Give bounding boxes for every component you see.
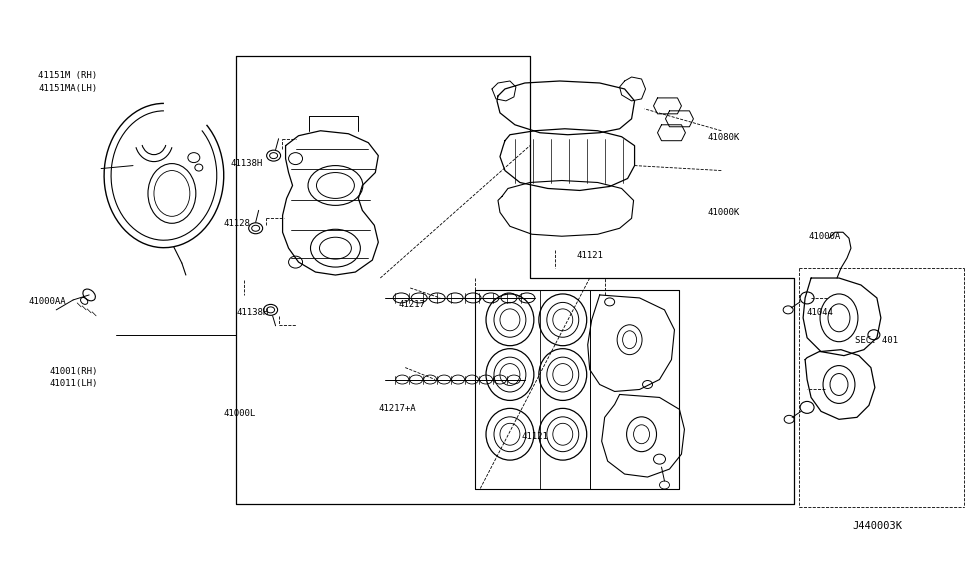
Text: 41001(RH): 41001(RH) <box>50 367 98 376</box>
Text: SEC. 401: SEC. 401 <box>855 336 898 345</box>
Text: 41000AA: 41000AA <box>28 297 66 306</box>
Text: 41121: 41121 <box>522 432 548 441</box>
Text: 41138H: 41138H <box>231 159 263 168</box>
Text: 41000A: 41000A <box>808 232 840 241</box>
Text: 41121: 41121 <box>577 251 604 260</box>
Text: 41217: 41217 <box>398 300 425 309</box>
Text: 41000L: 41000L <box>223 409 255 418</box>
Text: 41080K: 41080K <box>707 133 739 142</box>
Text: 41217+A: 41217+A <box>378 404 416 413</box>
Text: 41151M (RH): 41151M (RH) <box>38 71 98 80</box>
Text: 41138H: 41138H <box>237 308 269 317</box>
Text: 41128: 41128 <box>223 220 250 228</box>
Text: 41151MA(LH): 41151MA(LH) <box>38 84 98 93</box>
Text: 41011(LH): 41011(LH) <box>50 379 98 388</box>
Text: J440003K: J440003K <box>852 521 902 531</box>
Text: 41000K: 41000K <box>707 208 739 217</box>
Text: 41044: 41044 <box>806 308 834 317</box>
